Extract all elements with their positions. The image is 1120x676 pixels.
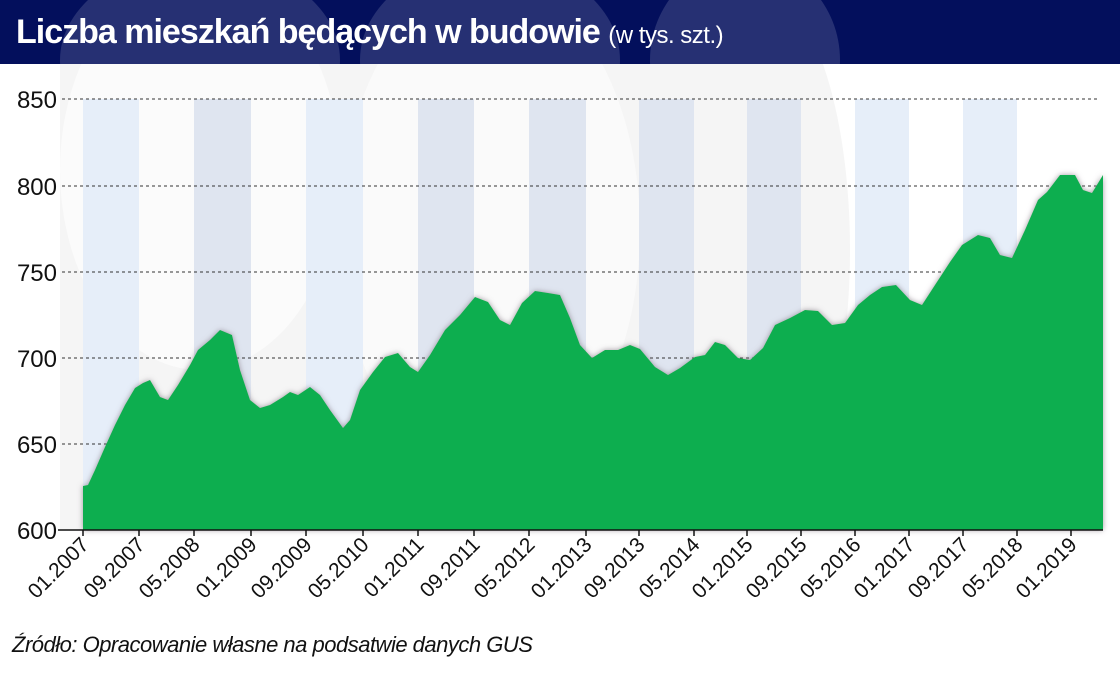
x-tick-labels: 01.2007 09.2007 05.2008 01.2009 09.2009 … [24,533,1082,603]
watermark-circle-left [60,0,340,64]
area-series [83,175,1103,530]
y-tick-600: 600 [17,518,57,545]
x-axis [58,529,1103,536]
chart-title-unit: (w tys. szt.) [608,22,724,49]
y-tick-800: 800 [17,174,57,201]
x-tick-label: 09.2009 [247,533,317,603]
chart-area: 850 800 750 700 650 600 01.2007 09.2007 … [17,64,1120,603]
y-tick-labels: 850 800 750 700 650 600 [17,87,57,545]
watermark-circle-right [650,0,840,64]
x-tick-label: 05.2012 [470,533,540,603]
x-tick-label: 05.2008 [135,533,205,603]
y-tick-850: 850 [17,87,57,114]
chart-title-main: Liczba mieszkań będących w budowie [16,13,601,51]
watermark-circle-mid [360,0,620,64]
y-tick-750: 750 [17,260,57,287]
y-tick-700: 700 [17,346,57,373]
x-tick-label: 05.2010 [304,533,374,603]
source-note: Źródło: Opracowanie własne na podsatwie … [12,632,533,657]
y-tick-650: 650 [17,432,57,459]
x-tick-label: 01.2011 [360,533,429,602]
x-tick-label: 01.2019 [1012,533,1082,603]
title-bar: Liczba mieszkań będących w budowie (w ty… [0,0,1120,64]
chart-title: Liczba mieszkań będących w budowie (w ty… [16,8,724,60]
